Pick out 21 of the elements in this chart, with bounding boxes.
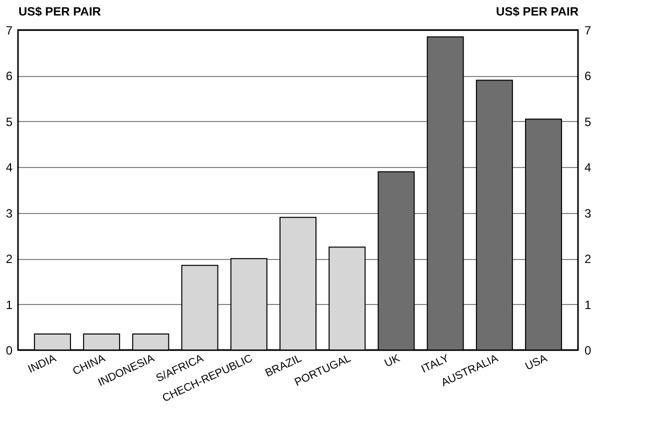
y2-tick-label: 7 [584, 24, 592, 38]
x-tick-label: INDIA [26, 352, 59, 376]
y-axis-title: US$ PER PAIR [18, 4, 102, 18]
y2-tick-label: 0 [584, 344, 592, 358]
y-tick-label: 3 [6, 206, 13, 220]
y2-tick-label: 4 [584, 160, 592, 175]
y-tick-label: 4 [6, 160, 13, 175]
y-tick-label: 0 [6, 344, 13, 358]
y-tick-label: 6 [6, 69, 13, 84]
x-tick-label: UK [382, 352, 402, 370]
y-tick-label: 5 [6, 114, 13, 129]
y2-tick-label: 6 [584, 69, 592, 84]
x-tick-label: USA [524, 352, 550, 373]
y2-tick-label: 2 [584, 252, 592, 266]
y2-tick-label: 1 [584, 298, 592, 312]
y2-axis-title: US$ PER PAIR [496, 4, 579, 18]
y-tick-label: 7 [6, 24, 13, 38]
y2-tick-label: 3 [584, 206, 592, 220]
y2-tick-label: 5 [584, 114, 592, 129]
y-tick-label: 1 [6, 298, 13, 312]
y-tick-label: 2 [6, 252, 13, 266]
